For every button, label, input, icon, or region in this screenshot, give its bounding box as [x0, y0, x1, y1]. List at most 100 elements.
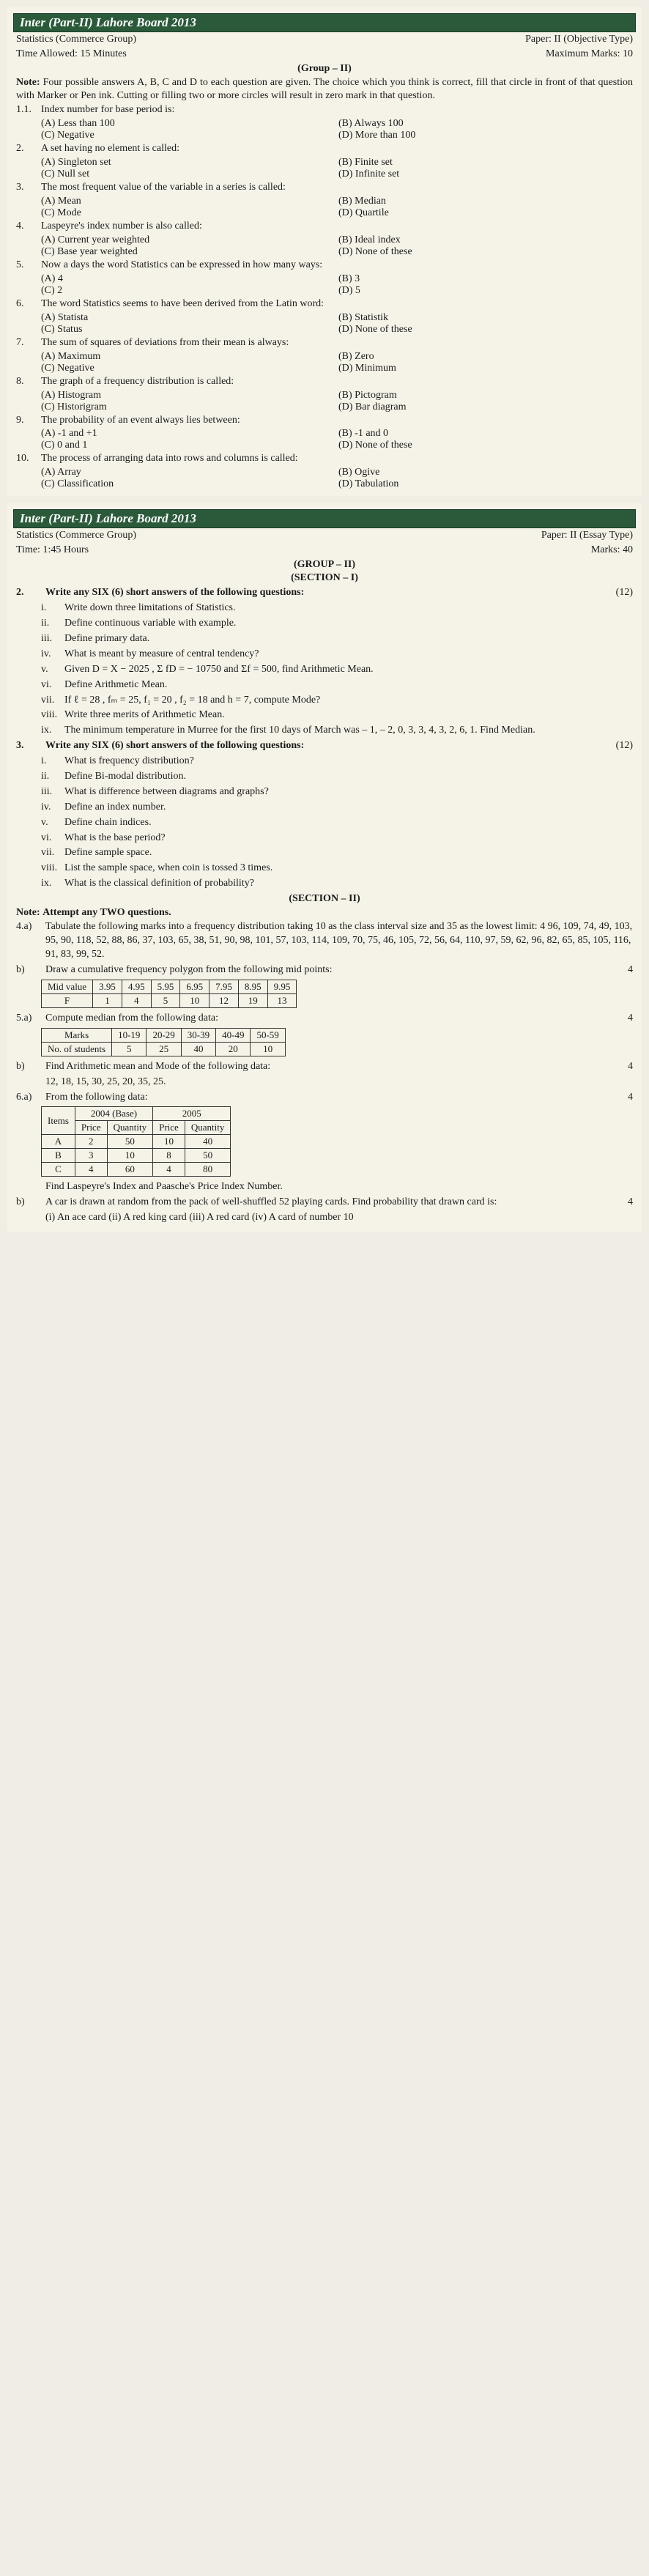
table-cell: 5 — [112, 1042, 147, 1056]
q-number: 5.a) — [16, 1012, 45, 1026]
q-text: A car is drawn at random from the pack o… — [45, 1196, 497, 1210]
sub-number: iii. — [41, 785, 64, 799]
mcq-options: (A) Current year weighted(B) Ideal index… — [13, 234, 636, 258]
subquestion: viii.List the sample space, when coin is… — [13, 861, 636, 876]
question-6b-t2: (i) An ace card (ii) A red king card (ii… — [13, 1210, 636, 1226]
mcq-option: (B) Statistik — [338, 312, 636, 324]
question-3: 3. Write any SIX (6) short answers of th… — [13, 739, 636, 754]
mcq-item: 3.The most frequent value of the variabl… — [13, 180, 636, 196]
q-marks: 4 — [628, 963, 633, 977]
paper-type: Paper: II (Essay Type) — [541, 530, 633, 541]
q-number: b) — [16, 963, 45, 977]
max-marks: Maximum Marks: 10 — [546, 48, 633, 60]
mcq-option: (C) Null set — [41, 169, 338, 180]
sub-number: vi. — [41, 678, 64, 692]
sub-text: What is meant by measure of central tend… — [64, 648, 633, 662]
subquestion: iii.What is difference between diagrams … — [13, 785, 636, 800]
table-cell: 40 — [185, 1135, 231, 1149]
mcq-options: (A) Statista(B) Statistik(C) Status(D) N… — [13, 312, 636, 336]
mcq-option: (A) Histogram — [41, 390, 338, 401]
sub-text: Define primary data. — [64, 632, 633, 646]
mcq-text: The graph of a frequency distribution is… — [41, 375, 633, 389]
mcq-number: 7. — [16, 336, 41, 350]
sub-number: iii. — [41, 632, 64, 646]
mcq-option: (D) None of these — [338, 246, 636, 258]
table-cell: 5.95 — [151, 980, 180, 993]
table-cell: 3.95 — [93, 980, 122, 993]
table-cell: 10 — [251, 1042, 285, 1056]
question-6a-t2: Find Laspeyre's Index and Paasche's Pric… — [13, 1180, 636, 1195]
table-cell: 4 — [75, 1163, 107, 1177]
time-allowed: Time Allowed: 15 Minutes — [16, 48, 127, 60]
sub-text: Define Bi-modal distribution. — [64, 770, 633, 784]
q-number: 3. — [16, 739, 45, 753]
mcq-text: The process of arranging data into rows … — [41, 452, 633, 466]
mcq-option: (A) Less than 100 — [41, 118, 338, 130]
mcq-text: The sum of squares of deviations from th… — [41, 336, 633, 350]
mcq-option: (C) Classification — [41, 478, 338, 490]
meta-row-2: Time Allowed: 15 Minutes Maximum Marks: … — [13, 47, 636, 62]
mcq-text: The probability of an event always lies … — [41, 414, 633, 428]
sub-text: What is difference between diagrams and … — [64, 785, 633, 799]
sub-text: Write down three limitations of Statisti… — [64, 602, 633, 615]
mcq-option: (B) Ogive — [338, 467, 636, 478]
mcq-number: 6. — [16, 297, 41, 311]
note-label: Note: — [16, 77, 40, 88]
note-text: Four possible answers A, B, C and D to e… — [16, 77, 633, 101]
mcq-number: 3. — [16, 181, 41, 195]
sub-number: ii. — [41, 770, 64, 784]
table-cell: Items — [42, 1107, 75, 1135]
sub-text: What is the classical definition of prob… — [64, 877, 633, 891]
mcq-item: 8.The graph of a frequency distribution … — [13, 374, 636, 390]
subquestion: ii.Define Bi-modal distribution. — [13, 769, 636, 785]
subquestion: vi.What is the base period? — [13, 831, 636, 846]
q-marks: 4 — [628, 1012, 633, 1026]
mcq-option: (A) Statista — [41, 312, 338, 324]
sub-text: If ℓ = 28 , fₘ = 25, f₁ = 20 , f₂ = 18 a… — [64, 694, 633, 708]
table-cell: 10 — [107, 1149, 153, 1163]
table-cell: 8 — [153, 1149, 185, 1163]
mcq-options: (A) -1 and +1(B) -1 and 0(C) 0 and 1(D) … — [13, 428, 636, 451]
mcq-option: (D) Bar diagram — [338, 401, 636, 413]
mcq-option: (A) 4 — [41, 273, 338, 285]
mcq-option: (D) None of these — [338, 324, 636, 336]
table-cell: 50-59 — [251, 1028, 285, 1042]
group-title: (GROUP – II) — [13, 559, 636, 571]
table-cell: 4.95 — [122, 980, 151, 993]
subquestion: ii.Define continuous variable with examp… — [13, 616, 636, 632]
table-cell: 40 — [181, 1042, 215, 1056]
meta-row-1: Statistics (Commerce Group) Paper: II (E… — [13, 528, 636, 543]
mcq-option: (B) Pictogram — [338, 390, 636, 401]
sub-text: Define Arithmetic Mean. — [64, 678, 633, 692]
question-6b: b) A car is drawn at random from the pac… — [13, 1195, 636, 1210]
table-cell: 4 — [153, 1163, 185, 1177]
q-text-2: (i) An ace card (ii) A red king card (ii… — [45, 1211, 633, 1225]
section-2-title: (SECTION – II) — [13, 893, 636, 905]
table-cell: 6.95 — [180, 980, 209, 993]
subquestion: ix.The minimum temperature in Murree for… — [13, 723, 636, 739]
mcq-option: (B) Finite set — [338, 157, 636, 169]
mcq-options: (A) Histogram(B) Pictogram(C) Historigra… — [13, 390, 636, 413]
mcq-number: 10. — [16, 452, 41, 466]
header-title: Inter (Part-II) Lahore Board 2013 — [13, 509, 636, 528]
sub-text: Define continuous variable with example. — [64, 617, 633, 631]
table-cell: No. of students — [42, 1042, 112, 1056]
mcq-option: (C) Negative — [41, 130, 338, 141]
table-cell: 7.95 — [209, 980, 239, 993]
mcq-option: (C) Mode — [41, 207, 338, 219]
subquestion: i.Write down three limitations of Statis… — [13, 601, 636, 616]
sub-number: v. — [41, 663, 64, 677]
mcq-item: 2.A set having no element is called: — [13, 141, 636, 157]
mcq-number: 1.1. — [16, 103, 41, 117]
sub-text: What is frequency distribution? — [64, 755, 633, 769]
mcq-number: 9. — [16, 414, 41, 428]
table-cell: C — [42, 1163, 75, 1177]
sub-text: The minimum temperature in Murree for th… — [64, 724, 633, 738]
mcq-option: (B) Zero — [338, 351, 636, 363]
sub-text: Given D = X − 2025 , Σ fD = − 10750 and … — [64, 663, 633, 677]
mcq-item: 1.1.Index number for base period is: — [13, 103, 636, 118]
mcq-item: 10.The process of arranging data into ro… — [13, 451, 636, 467]
table-cell: Marks — [42, 1028, 112, 1042]
mcq-option: (B) 3 — [338, 273, 636, 285]
q-text: Compute median from the following data: — [45, 1012, 218, 1026]
